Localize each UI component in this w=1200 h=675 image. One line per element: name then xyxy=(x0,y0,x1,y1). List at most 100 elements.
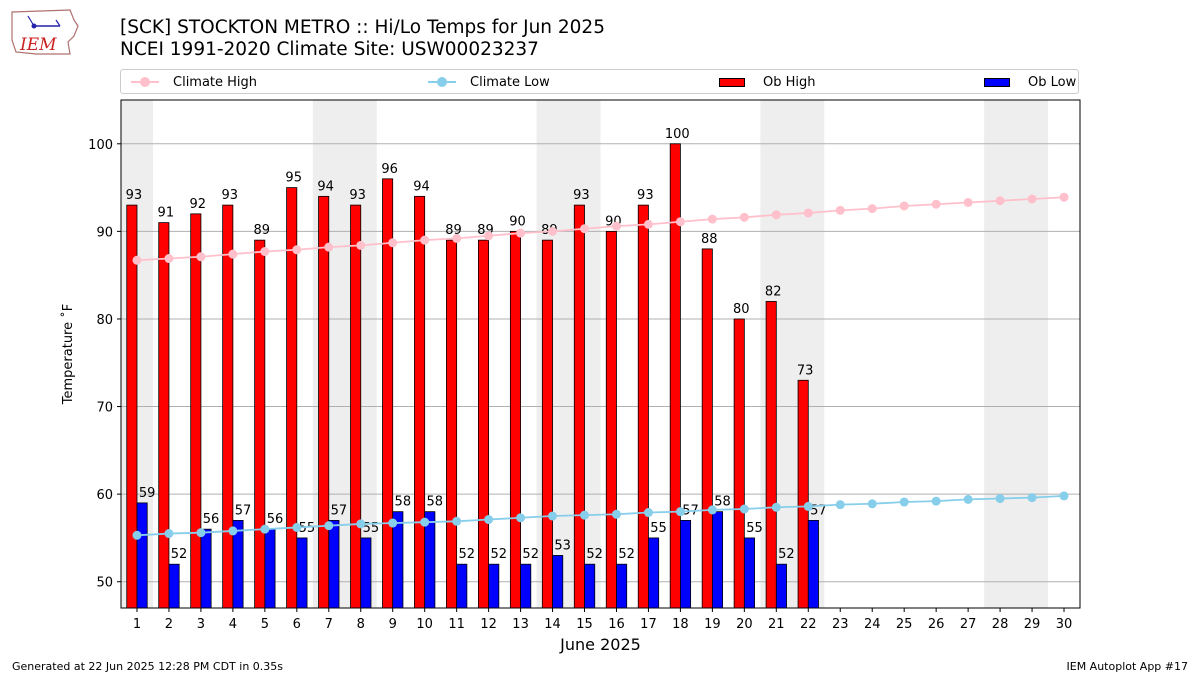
climate-high-point xyxy=(835,205,845,215)
climate-high-point xyxy=(420,235,430,245)
legend-item-climate-low: Climate Low xyxy=(428,73,550,91)
iem-logo: IEM xyxy=(11,9,79,55)
ob-high-bar xyxy=(765,301,777,609)
climate-high-point xyxy=(580,224,590,234)
x-tick-label: 21 xyxy=(768,617,785,632)
ob-high-bar xyxy=(126,204,138,609)
climate-high-point xyxy=(388,238,398,248)
climate-low-point xyxy=(548,511,558,521)
x-tick-label: 20 xyxy=(736,617,753,632)
x-tick-label: 4 xyxy=(229,617,237,632)
climate-high-point xyxy=(484,231,494,241)
ob-high-bar xyxy=(701,248,713,609)
ob-low-value-label: 57 xyxy=(810,503,827,518)
chart-legend: Climate High Climate Low Ob High Ob Low xyxy=(120,69,1079,94)
climate-high-line-swatch xyxy=(131,77,159,87)
ob-low-value-label: 55 xyxy=(299,521,316,536)
ob-high-bar xyxy=(733,318,745,609)
climate-low-point xyxy=(995,494,1005,504)
logo-text: IEM xyxy=(19,35,57,55)
ob-high-value-label: 93 xyxy=(349,188,366,203)
climate-low-point xyxy=(580,510,590,520)
climate-low-point xyxy=(452,516,462,526)
ob-low-value-label: 52 xyxy=(778,547,795,562)
climate-low-point xyxy=(803,501,813,511)
climate-low-point xyxy=(420,517,430,527)
app-credit: IEM Autoplot App #17 xyxy=(1066,660,1189,673)
ob-low-value-label: 52 xyxy=(618,547,635,562)
legend-item-climate-high: Climate High xyxy=(131,73,257,91)
ob-high-value-label: 94 xyxy=(317,179,334,194)
legend-label: Climate Low xyxy=(470,74,550,90)
legend-label: Ob High xyxy=(763,74,816,90)
climate-high-point xyxy=(1027,194,1037,204)
climate-low-point xyxy=(899,497,909,507)
ob-low-bar xyxy=(168,563,180,609)
climate-low-point xyxy=(707,505,717,515)
x-tick-label: 15 xyxy=(576,617,593,632)
ob-high-value-label: 94 xyxy=(413,179,430,194)
x-tick-label: 22 xyxy=(800,617,817,632)
x-tick-label: 27 xyxy=(960,617,977,632)
climate-low-line xyxy=(136,494,1065,537)
ob-low-bar xyxy=(456,563,468,609)
climate-high-point xyxy=(899,201,909,211)
climate-high-point xyxy=(548,226,558,236)
x-axis-label: June 2025 xyxy=(559,635,641,654)
ob-high-bar xyxy=(541,239,553,609)
x-tick-label: 28 xyxy=(992,617,1009,632)
x-tick-label: 8 xyxy=(357,617,365,632)
climate-low-point xyxy=(643,508,653,518)
ob-low-bar xyxy=(584,563,596,609)
ob-low-bar xyxy=(520,563,532,609)
climate-low-point xyxy=(675,507,685,517)
ob-high-value-label: 93 xyxy=(126,188,143,203)
x-tick-label: 14 xyxy=(544,617,561,632)
x-tick-label: 2 xyxy=(165,617,173,632)
climate-low-point xyxy=(324,521,334,531)
y-axis-label: Temperature ˚F xyxy=(60,304,76,405)
legend-label: Ob Low xyxy=(1028,74,1077,90)
ob-low-value-label: 52 xyxy=(522,547,539,562)
climate-high-point xyxy=(675,217,685,227)
ob-high-bar xyxy=(414,195,426,609)
climate-high-point xyxy=(771,210,781,220)
ob-low-swatch xyxy=(984,77,1010,87)
iowa-map-outline xyxy=(11,9,79,55)
ob-high-value-label: 93 xyxy=(637,188,654,203)
x-tick-label: 16 xyxy=(608,617,625,632)
climate-high-point xyxy=(196,252,206,262)
ob-low-value-label: 56 xyxy=(267,512,284,527)
climate-high-point xyxy=(1059,192,1069,202)
x-tick-label: 6 xyxy=(293,617,301,632)
x-tick-label: 19 xyxy=(704,617,721,632)
climate-high-point xyxy=(867,204,877,214)
ob-low-bar xyxy=(360,537,372,609)
ob-high-bar xyxy=(637,204,649,609)
ob-high-value-label: 95 xyxy=(285,171,302,186)
climate-low-point xyxy=(1059,491,1069,501)
climate-high-point xyxy=(611,221,621,231)
climate-low-point xyxy=(196,528,206,538)
climate-low-point xyxy=(963,494,973,504)
x-tick-label: 18 xyxy=(672,617,689,632)
climate-low-point xyxy=(484,515,494,525)
ob-low-value-label: 59 xyxy=(139,486,156,501)
ob-low-value-label: 55 xyxy=(746,521,763,536)
ob-low-value-label: 52 xyxy=(171,547,188,562)
ob-high-value-label: 93 xyxy=(573,188,590,203)
ob-high-bar xyxy=(797,379,809,609)
ob-high-value-label: 92 xyxy=(190,197,207,212)
climate-high-point xyxy=(452,233,462,243)
climate-low-point xyxy=(228,526,238,536)
ob-low-value-label: 56 xyxy=(203,512,220,527)
climate-low-line-swatch xyxy=(428,77,456,87)
climate-high-line xyxy=(136,196,1065,262)
climate-low-point xyxy=(739,504,749,514)
climate-high-point xyxy=(803,208,813,218)
climate-high-point xyxy=(228,249,238,259)
ob-high-value-label: 82 xyxy=(765,284,782,299)
ob-high-value-label: 91 xyxy=(158,206,175,221)
x-tick-label: 13 xyxy=(512,617,529,632)
ob-high-bar xyxy=(669,143,681,609)
